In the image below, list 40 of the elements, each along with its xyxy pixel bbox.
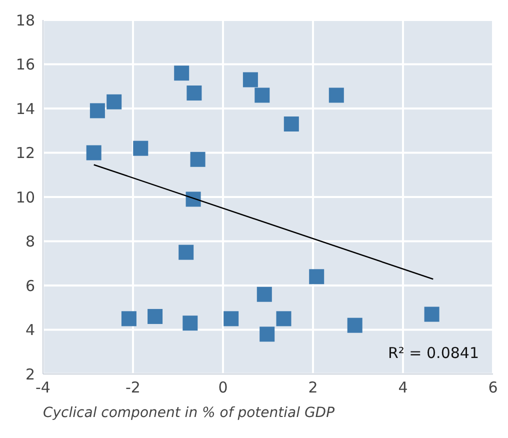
point [121, 311, 136, 326]
y-tick-label: 12 [16, 144, 35, 162]
point [174, 66, 190, 81]
y-tick-label: 16 [16, 56, 35, 74]
x-tick-label: -2 [126, 378, 140, 397]
y-tick-label: 18 [16, 11, 35, 30]
point [260, 326, 275, 342]
y-tick-label: 10 [16, 188, 35, 206]
point [148, 308, 163, 324]
y-tick-label: 14 [16, 100, 35, 118]
point [90, 103, 105, 118]
point [86, 145, 102, 160]
point [347, 318, 362, 333]
x-tick-label: 0 [218, 378, 228, 397]
point [106, 94, 122, 110]
point [186, 86, 202, 101]
point [190, 152, 206, 167]
point [242, 72, 258, 88]
point [328, 88, 344, 103]
point [254, 88, 270, 103]
point [284, 116, 299, 132]
y-tick-label: 8 [25, 232, 35, 251]
point [133, 140, 148, 156]
x-tick-label: 2 [308, 378, 318, 397]
point [276, 311, 292, 326]
annotation: R² = 0.0841 [388, 344, 479, 362]
point [424, 306, 440, 322]
x-tick-label: 6 [488, 378, 498, 397]
y-tick-label: 2 [25, 365, 35, 384]
y-tick-label: 4 [25, 321, 35, 340]
point [256, 286, 272, 302]
point [186, 192, 201, 207]
point [182, 316, 198, 331]
x-axis-title: Cyclical component in % of potential GDP [43, 405, 335, 421]
x-tick-label: -4 [36, 378, 50, 397]
point [178, 244, 194, 260]
point [224, 311, 239, 326]
y-tick-label: 6 [25, 276, 35, 295]
x-tick-label: 4 [398, 378, 408, 397]
point [309, 269, 324, 284]
